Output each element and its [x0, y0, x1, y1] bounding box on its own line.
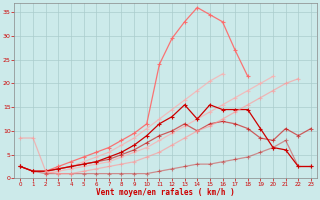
X-axis label: Vent moyen/en rafales ( km/h ): Vent moyen/en rafales ( km/h ) — [96, 188, 235, 197]
